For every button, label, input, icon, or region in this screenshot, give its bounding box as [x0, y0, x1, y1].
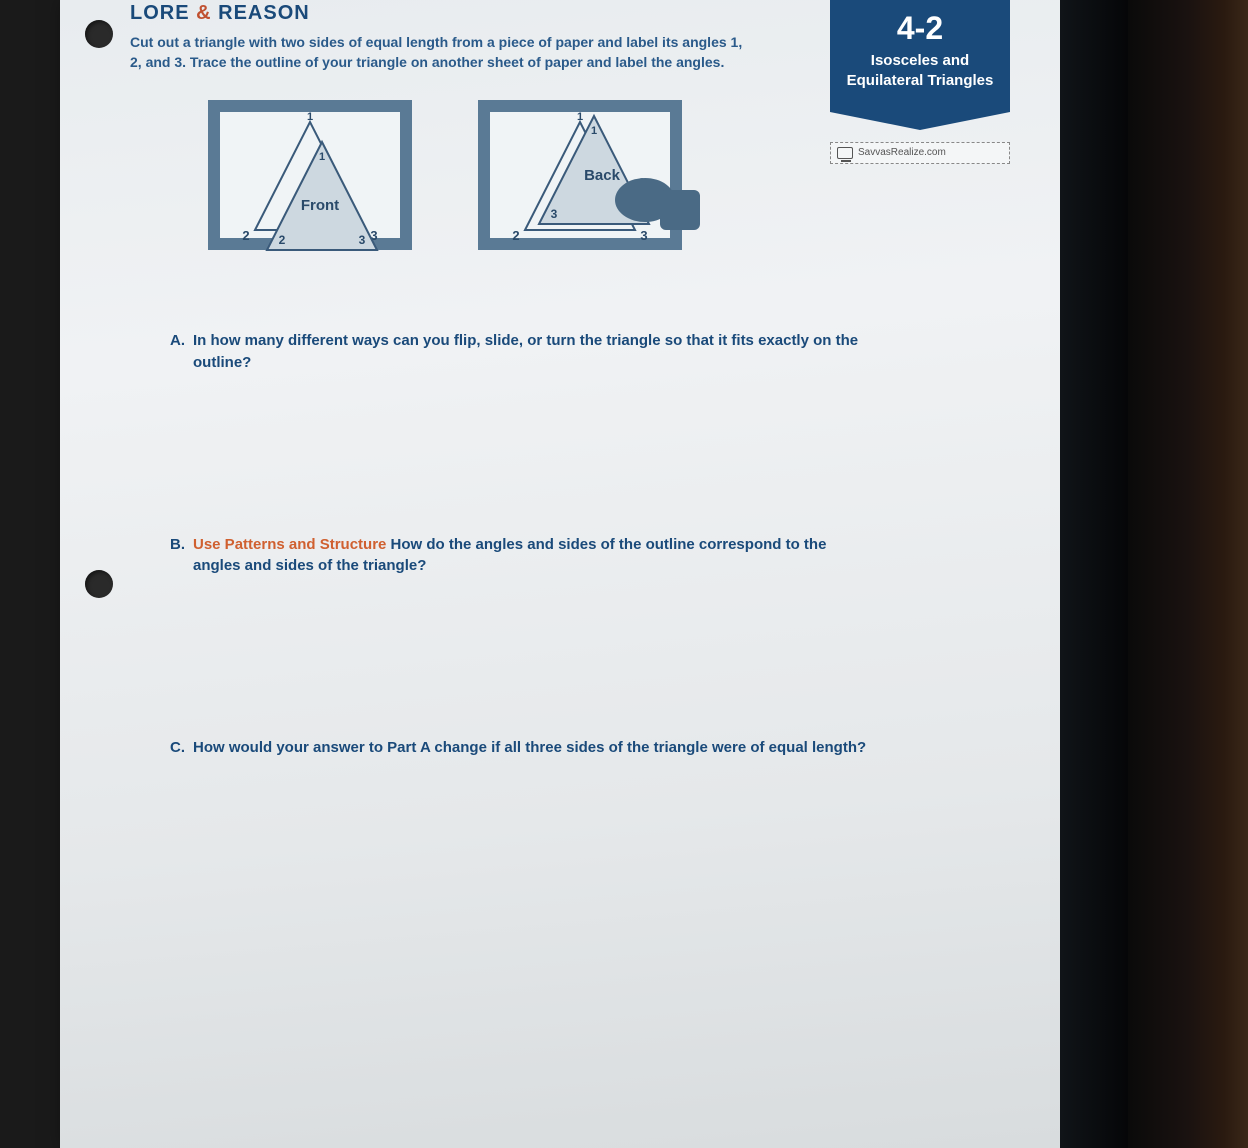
figure-back: 1 2 3 1 3 2 Back — [460, 90, 700, 270]
inner-label-1: 1 — [319, 151, 325, 163]
question-text: How would your answer to Part A change i… — [193, 737, 866, 759]
binder-edge — [1060, 0, 1128, 1148]
monitor-icon — [837, 147, 853, 159]
badge-column: 4-2 Isosceles and Equilateral Triangles … — [830, 0, 1010, 164]
back-triangle-svg: 1 2 3 1 3 2 Back — [460, 90, 700, 270]
outer-label-3: 3 — [640, 228, 647, 243]
inner-label-3: 3 — [359, 233, 366, 247]
question-highlight: Use Patterns and Structure — [193, 536, 386, 553]
section-header: LORE & REASON — [130, 0, 810, 25]
back-label: Back — [584, 167, 621, 184]
ampersand: & — [196, 2, 211, 24]
front-triangle-svg: 1 2 3 1 2 3 Front — [190, 90, 430, 270]
lesson-number: 4-2 — [840, 10, 1000, 47]
question-c: C. How would your answer to Part A chang… — [170, 737, 870, 759]
intro-text: Cut out a triangle with two sides of equ… — [130, 33, 750, 72]
question-letter: C. — [170, 737, 185, 759]
question-a: A. In how many different ways can you fl… — [170, 330, 870, 374]
inner-label-3: 3 — [551, 207, 558, 221]
question-letter: A. — [170, 330, 185, 374]
figures-row: 1 2 3 1 2 3 Front — [190, 90, 810, 270]
section-suffix: REASON — [218, 2, 310, 24]
binder-hole — [85, 570, 113, 598]
worksheet-page: LORE & REASON Cut out a triangle with tw… — [60, 0, 1060, 1148]
inner-label-1: 1 — [591, 125, 597, 137]
binder-hole — [85, 20, 113, 48]
outer-label-1: 1 — [577, 111, 583, 123]
section-prefix: LORE — [130, 2, 190, 24]
question-letter: B. — [170, 534, 185, 578]
lesson-title: Isosceles and Equilateral Triangles — [840, 51, 1000, 92]
question-text: Use Patterns and Structure How do the an… — [193, 534, 870, 578]
outer-label-1: 1 — [307, 111, 313, 123]
question-b: B. Use Patterns and Structure How do the… — [170, 534, 870, 578]
header-row: LORE & REASON Cut out a triangle with tw… — [130, 0, 1010, 300]
desk-edge — [1128, 0, 1248, 1148]
outer-label-2: 2 — [512, 228, 519, 243]
question-text: In how many different ways can you flip,… — [193, 330, 870, 374]
lesson-badge: 4-2 Isosceles and Equilateral Triangles — [830, 0, 1010, 112]
savvas-link: SavvasRealize.com — [830, 142, 1010, 164]
header-left: LORE & REASON Cut out a triangle with tw… — [130, 0, 810, 300]
inner-label-2: 2 — [279, 233, 286, 247]
figure-front: 1 2 3 1 2 3 Front — [190, 90, 430, 270]
front-label: Front — [301, 197, 339, 214]
savvas-text: SavvasRealize.com — [858, 147, 946, 158]
outer-label-2: 2 — [242, 228, 249, 243]
